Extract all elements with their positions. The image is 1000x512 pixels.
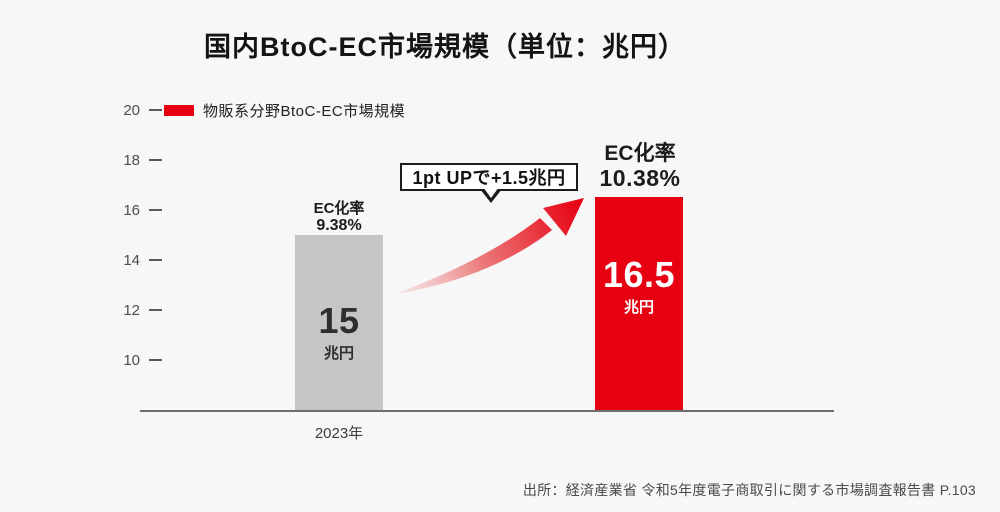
bar-value-stack: 16.5 兆円 xyxy=(603,257,675,317)
tick-mark-icon xyxy=(149,109,162,111)
legend-swatch-icon xyxy=(164,104,194,116)
y-tick-label: 16 xyxy=(123,201,140,219)
y-axis-tick-18: 18 xyxy=(94,150,162,170)
ec-rate-label-projection: EC化率 10.38% xyxy=(581,142,699,191)
bar-unit: 兆円 xyxy=(623,299,654,316)
tick-mark-icon xyxy=(149,259,162,261)
bar-value: 16.5 xyxy=(602,254,676,295)
x-axis-label-2023: 2023年 xyxy=(314,425,364,442)
y-tick-label: 18 xyxy=(123,151,140,169)
bar-value: 15 xyxy=(318,300,360,341)
ec-rate-value: 9.38% xyxy=(316,217,362,235)
y-axis-tick-10: 10 xyxy=(94,350,162,370)
tick-mark-icon xyxy=(149,159,162,161)
ec-rate-title: EC化率 xyxy=(604,142,676,165)
bar-2023: 15 兆円 xyxy=(295,235,383,410)
bar-unit: 兆円 xyxy=(323,345,354,362)
y-axis-tick-20: 20 xyxy=(94,100,162,120)
y-tick-label: 10 xyxy=(123,351,140,369)
legend: 物販系分野BtoC-EC市場規模 xyxy=(164,99,405,121)
tick-mark-icon xyxy=(149,359,162,361)
y-axis-tick-16: 16 xyxy=(94,200,162,220)
bar-projection: 16.5 兆円 xyxy=(595,197,683,410)
y-axis-tick-12: 12 xyxy=(94,300,162,320)
y-axis-tick-14: 14 xyxy=(94,250,162,270)
source-citation: 出所：経済産業省 令和5年度電子商取引に関する市場調査報告書 P.103 xyxy=(522,482,976,498)
tick-mark-icon xyxy=(149,209,162,211)
y-tick-label: 20 xyxy=(123,101,140,119)
ec-rate-label-2023: EC化率 9.38% xyxy=(285,200,393,235)
callout-text: 1pt UPで+1.5兆円 xyxy=(412,168,566,188)
growth-arrow-icon xyxy=(396,198,584,294)
y-tick-label: 14 xyxy=(123,251,140,269)
legend-label: 物販系分野BtoC-EC市場規模 xyxy=(203,102,406,120)
callout-tail-icon xyxy=(483,187,499,198)
ec-rate-title: EC化率 xyxy=(313,200,365,217)
bar-value-stack: 15 兆円 xyxy=(318,303,359,363)
ec-rate-value: 10.38% xyxy=(599,164,681,191)
page-title: 国内BtoC-EC市場規模（単位：兆円） xyxy=(204,32,686,62)
callout-bubble: 1pt UPで+1.5兆円 xyxy=(400,163,578,203)
y-tick-label: 12 xyxy=(123,301,140,319)
x-axis-line xyxy=(140,410,834,412)
tick-mark-icon xyxy=(149,309,162,311)
